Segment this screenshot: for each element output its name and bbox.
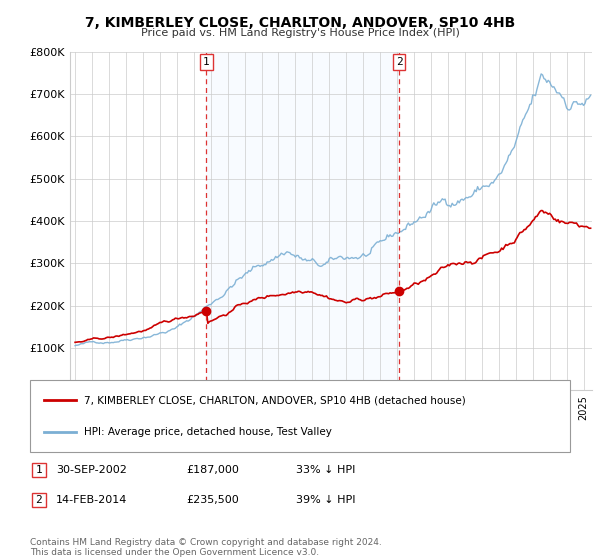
Text: 33% ↓ HPI: 33% ↓ HPI [296,465,355,475]
Text: HPI: Average price, detached house, Test Valley: HPI: Average price, detached house, Test… [84,427,332,437]
Text: 1: 1 [203,57,210,67]
Text: 2: 2 [396,57,403,67]
Bar [32,493,46,507]
Text: £187,000: £187,000 [186,465,239,475]
Text: 2: 2 [35,495,43,505]
Text: 30-SEP-2002: 30-SEP-2002 [56,465,127,475]
Text: 39% ↓ HPI: 39% ↓ HPI [296,495,355,505]
Text: Contains HM Land Registry data © Crown copyright and database right 2024.
This d: Contains HM Land Registry data © Crown c… [30,538,382,557]
Text: 14-FEB-2014: 14-FEB-2014 [56,495,127,505]
Text: £235,500: £235,500 [186,495,239,505]
Bar [206,52,399,390]
Text: 7, KIMBERLEY CLOSE, CHARLTON, ANDOVER, SP10 4HB (detached house): 7, KIMBERLEY CLOSE, CHARLTON, ANDOVER, S… [84,395,466,405]
Text: 7, KIMBERLEY CLOSE, CHARLTON, ANDOVER, SP10 4HB: 7, KIMBERLEY CLOSE, CHARLTON, ANDOVER, S… [85,16,515,30]
Bar [32,463,46,477]
Text: 1: 1 [35,465,43,475]
Text: Price paid vs. HM Land Registry's House Price Index (HPI): Price paid vs. HM Land Registry's House … [140,28,460,38]
